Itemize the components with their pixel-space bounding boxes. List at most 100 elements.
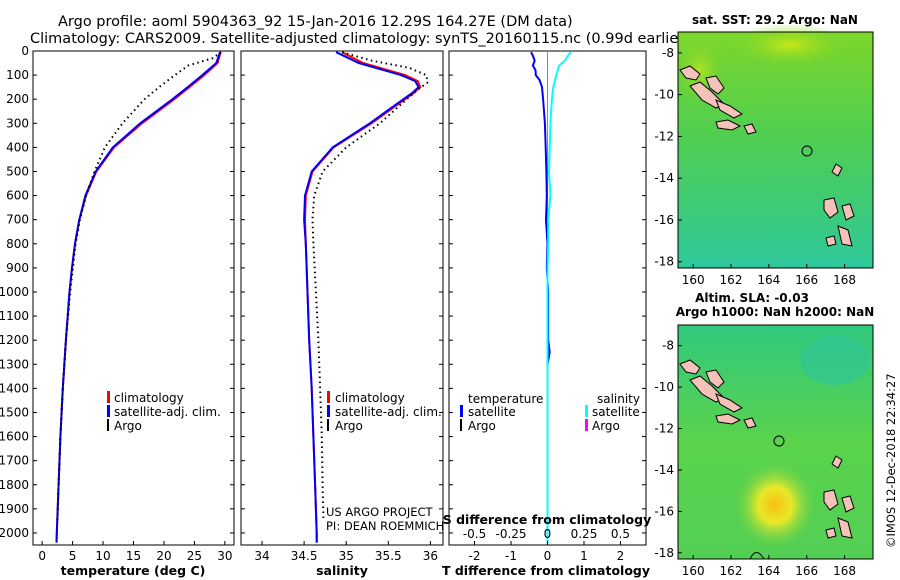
difference-series-temperature-satellite (530, 51, 551, 543)
salinity-tick-label: 34 (254, 549, 269, 563)
legend-heading-temperature: temperature (468, 392, 543, 406)
temperature-series-satellite-adj-clim- (55, 51, 221, 543)
legend-swatch-climatology (327, 391, 330, 403)
temperature-tick-label: 0 (38, 549, 46, 563)
sst-warm-patch (730, 23, 850, 67)
island-shape (705, 369, 725, 389)
map-lat-tick-label: -16 (654, 504, 674, 518)
island-shape (715, 99, 743, 119)
salinity-axis-label: salinity (316, 563, 368, 578)
imos-timestamp: ©IMOS 12-Dec-2018 22:34:27 (884, 373, 898, 548)
sla-high-anomaly (733, 460, 817, 550)
legend-swatch-argo (107, 419, 109, 431)
map-lat-tick-label: -8 (662, 46, 674, 60)
sla-map-axes: 160 162 164 166 168 -8 -10 -12 -14 -16 -18 (654, 339, 856, 578)
sst-map (675, 23, 874, 269)
legend-label-sal-argo: Argo (592, 419, 620, 433)
map-lon-tick-label: 166 (795, 273, 818, 287)
difference-chart (530, 51, 572, 545)
island-shape (841, 203, 855, 221)
legend-swatch-satellite (107, 405, 110, 417)
depth-tick-label: 100 (6, 68, 29, 82)
temperature-axis-label: temperature (deg C) (61, 563, 206, 578)
depth-axis: 0 100 200 300 400 500 600 700 800 900 1000 1100 1200… (0, 44, 646, 540)
temperature-series-argo (56, 51, 222, 521)
legend-label-satellite: satellite-adj. clim. (114, 405, 221, 419)
island-shape (823, 489, 839, 511)
temperature-tick-label: 20 (156, 549, 171, 563)
legend-swatch-climatology (107, 391, 110, 403)
map-lat-tick-label: -8 (662, 339, 674, 353)
temperature-chart (55, 51, 222, 543)
x-tick-labels: 0 5 10 15 20 25 30 34 34.5 35 35.5 36 -2 -1 0 1 2 -0.5 -0.… (38, 527, 630, 563)
salinity-legend: climatology satellite-adj. clim. Argo (327, 391, 442, 433)
sst-map-axes: 160 162 164 166 168 -8 -10 -12 -14 -16 -18 (654, 46, 856, 287)
legend-label-temp-satellite: satellite (468, 405, 516, 419)
depth-tick-label: 900 (6, 261, 29, 275)
depth-tick-label: 1300 (0, 357, 29, 371)
legend-label-argo: Argo (335, 419, 363, 433)
s-diff-tick-label: -0.25 (495, 527, 526, 541)
temperature-tick-label: 5 (69, 549, 77, 563)
depth-tick-label: 1400 (0, 381, 29, 395)
map-lat-tick-label: -18 (654, 255, 674, 269)
legend-swatch-satellite (327, 405, 330, 417)
salinity-chart (303, 51, 430, 543)
island-shape (831, 455, 843, 469)
depth-tick-label: 1700 (0, 454, 29, 468)
sst-map-title: sat. SST: 29.2 Argo: NaN (692, 13, 858, 27)
sla-map-title-line2: Argo h1000: NaN h2000: NaN (676, 305, 875, 319)
salinity-series-satellite-adj-clim- (303, 51, 420, 543)
s-diff-tick-label: 0.25 (571, 527, 598, 541)
difference-temperature-legend: temperature satellite Argo (460, 392, 543, 433)
depth-tick-label: 200 (6, 92, 29, 106)
sla-low-anomaly (800, 335, 870, 385)
legend-swatch-temp-satellite (460, 405, 463, 417)
map-lat-tick-label: -14 (654, 463, 674, 477)
island-shape (715, 413, 742, 425)
depth-tick-label: 1000 (0, 285, 29, 299)
legend-label-argo: Argo (114, 419, 142, 433)
legend-label-climatology: climatology (335, 391, 405, 405)
argo-location-marker (801, 145, 813, 157)
map-lon-tick-label: 168 (833, 564, 856, 578)
t-diff-tick-label: -1 (505, 549, 517, 563)
depth-tick-label: 1600 (0, 430, 29, 444)
salinity-tick-label: 34.5 (291, 549, 318, 563)
depth-tick-label: 600 (6, 189, 29, 203)
map-lat-tick-label: -12 (654, 129, 674, 143)
legend-label-sal-satellite: satellite (592, 405, 640, 419)
legend-heading-salinity: salinity (597, 392, 640, 406)
island-shape (679, 359, 701, 375)
depth-tick-label: 800 (6, 237, 29, 251)
difference-series-salinity-satellite (546, 51, 572, 543)
depth-tick-label: 1200 (0, 333, 29, 347)
temperature-tick-label: 25 (187, 549, 202, 563)
depth-tick-label: 1500 (0, 405, 29, 419)
depth-tick-label: 0 (21, 44, 29, 58)
map-lon-tick-label: 164 (757, 564, 780, 578)
island-shape (825, 235, 837, 247)
island-shape (841, 495, 855, 513)
island-shape (831, 163, 843, 177)
t-difference-axis-label: T difference from climatology (442, 563, 650, 578)
t-diff-tick-label: 1 (580, 549, 588, 563)
depth-tick-label: 2000 (0, 526, 29, 540)
difference-salinity-legend: salinity satellite Argo (585, 392, 640, 433)
map-lat-tick-label: -16 (654, 213, 674, 227)
map-lon-tick-label: 160 (682, 273, 705, 287)
map-lat-tick-label: -12 (654, 422, 674, 436)
salinity-tick-label: 35.5 (375, 549, 402, 563)
t-diff-tick-label: -2 (469, 549, 481, 563)
map-lat-tick-label: -14 (654, 171, 674, 185)
island-shape (743, 123, 757, 135)
salinity-plot-frame (240, 50, 444, 546)
temperature-plot-frame (32, 50, 235, 546)
island-shape (705, 75, 725, 95)
map-lat-tick-label: -10 (654, 380, 674, 394)
t-diff-tick-label: 2 (617, 549, 625, 563)
map-lat-tick-label: -18 (654, 546, 674, 560)
temperature-legend: climatology satellite-adj. clim. Argo (107, 391, 221, 433)
credit-line2: PI: DEAN ROEMMICH (326, 519, 444, 533)
